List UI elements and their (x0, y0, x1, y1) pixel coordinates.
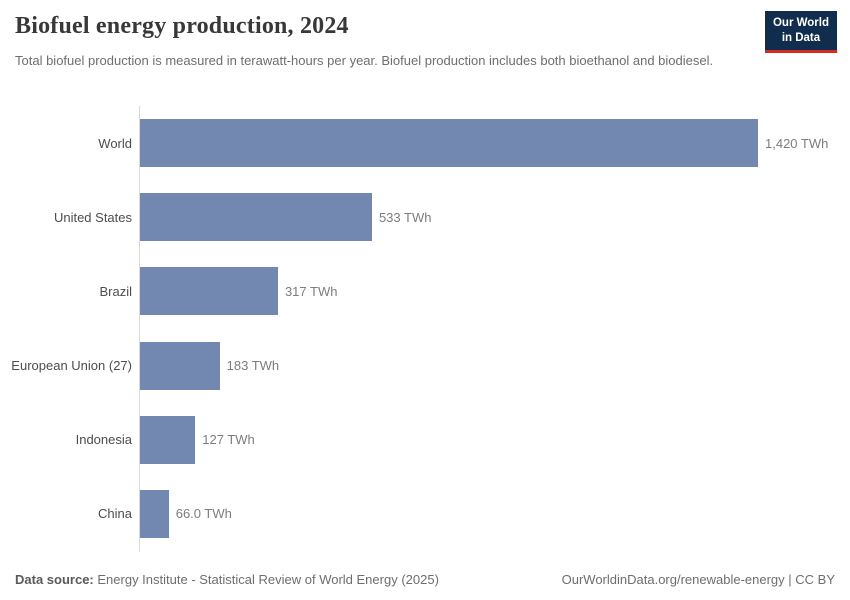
attribution: OurWorldinData.org/renewable-energy | CC… (561, 572, 835, 587)
bar-area: 127 TWh (140, 415, 850, 464)
owid-logo-line1: Our World (772, 17, 829, 29)
category-label: Indonesia (75, 432, 132, 448)
bar (140, 267, 278, 316)
value-label: 66.0 TWh (175, 506, 232, 522)
category-label: European Union (27) (11, 358, 132, 374)
chart-row: China 66.0 TWh (0, 477, 850, 551)
data-source-label: Data source: (15, 572, 94, 587)
y-axis-line (139, 106, 140, 552)
chart-row: Brazil 317 TWh (0, 254, 850, 328)
bar (140, 119, 758, 168)
bar (140, 415, 196, 464)
bar (140, 193, 372, 242)
chart-row: United States 533 TWh (0, 180, 850, 254)
bar-area: 533 TWh (140, 193, 850, 242)
owid-logo: Our World in Data (764, 11, 837, 53)
bar (140, 341, 220, 390)
value-label: 127 TWh (202, 432, 255, 448)
bar-area: 317 TWh (140, 267, 850, 316)
category-label: Brazil (99, 283, 132, 299)
value-label: 533 TWh (378, 209, 432, 225)
data-source: Data source: Energy Institute - Statisti… (15, 572, 439, 587)
value-label: 317 TWh (284, 283, 338, 299)
chart-title: Biofuel energy production, 2024 (15, 13, 349, 39)
chart-row: European Union (27) 183 TWh (0, 329, 850, 403)
chart-subtitle: Total biofuel production is measured in … (15, 53, 714, 68)
bar (140, 489, 169, 538)
data-source-text: Energy Institute - Statistical Review of… (97, 572, 439, 587)
chart-row: World 1,420 TWh (0, 106, 850, 180)
category-label: China (98, 506, 132, 522)
owid-logo-line2: in Data (781, 31, 821, 44)
value-label: 183 TWh (226, 358, 280, 374)
chart-rows: World 1,420 TWh United States 533 TWh Brazil… (0, 106, 850, 551)
bar-area: 66.0 TWh (140, 489, 850, 538)
category-label: World (98, 135, 132, 151)
category-label: United States (53, 209, 132, 225)
bar-area: 1,420 TWh (140, 119, 850, 168)
value-label: 1,420 TWh (765, 135, 829, 151)
bar-area: 183 TWh (140, 341, 850, 390)
chart-footer: Data source: Energy Institute - Statisti… (15, 572, 835, 587)
chart-row: Indonesia 127 TWh (0, 403, 850, 477)
